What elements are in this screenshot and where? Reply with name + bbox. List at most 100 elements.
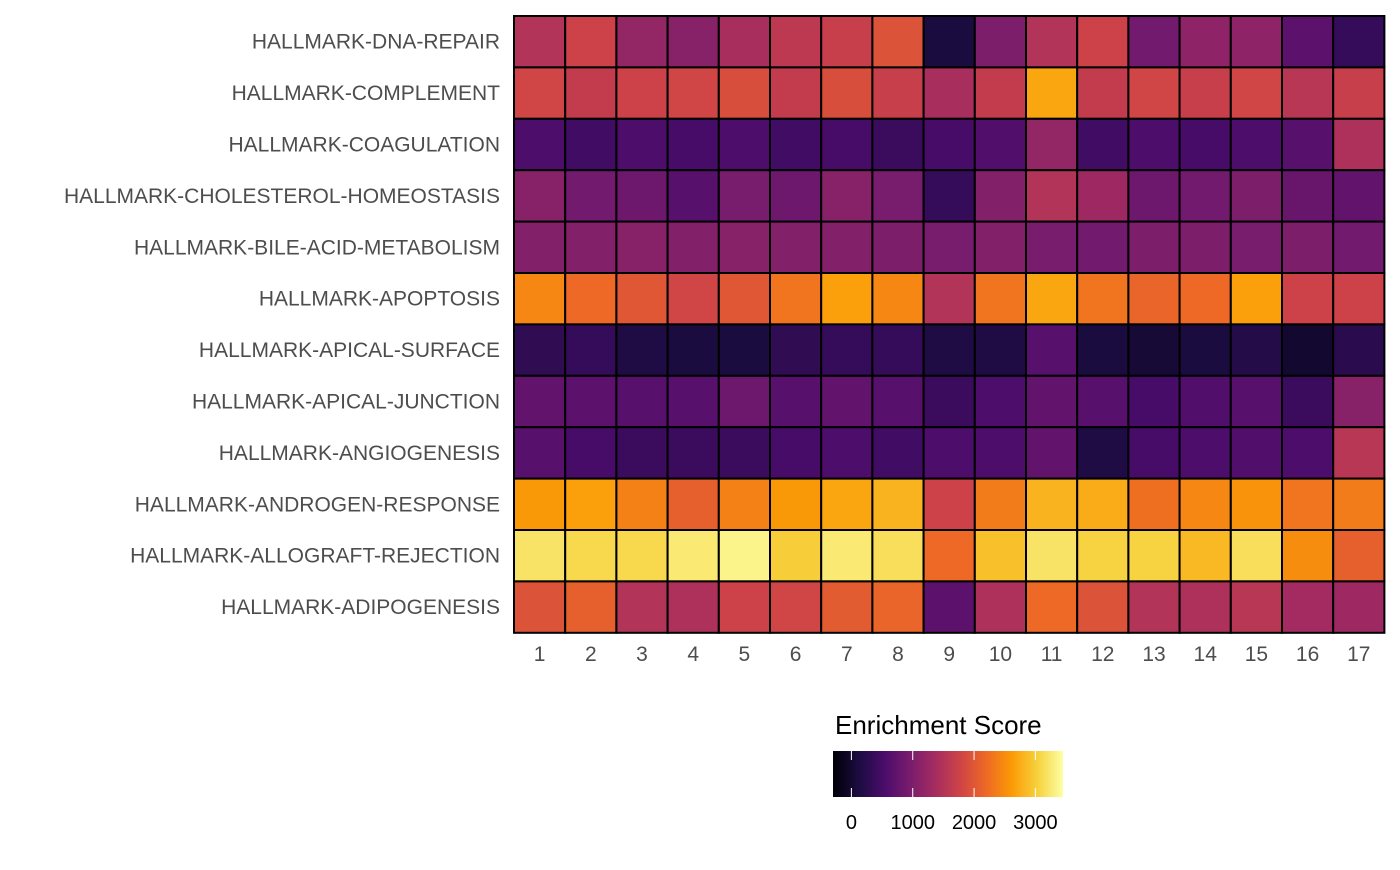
heatmap-cell: [666, 477, 720, 532]
heatmap-cell: [973, 374, 1027, 429]
heatmap-cell: [1229, 272, 1284, 326]
heatmap-cell: [564, 66, 618, 120]
x-tick-label: 9: [943, 643, 955, 666]
heatmap-cell: [769, 117, 823, 172]
heatmap-cell: [1025, 66, 1079, 120]
heatmap-cell: [820, 66, 874, 120]
heatmap-cell: [666, 272, 720, 326]
heatmap-cell: [820, 169, 874, 223]
x-tick-label: 17: [1347, 643, 1370, 666]
x-tick-label: 6: [790, 643, 802, 666]
heatmap-cell: [1178, 323, 1232, 377]
x-tick-label: 4: [687, 643, 699, 666]
heatmap-cell: [1127, 15, 1181, 69]
heatmap-cell: [1178, 169, 1232, 223]
heatmap-cell: [1025, 15, 1079, 69]
heatmap-cell: [1025, 169, 1079, 223]
heatmap-cell: [717, 374, 771, 429]
heatmap-cell: [922, 117, 976, 172]
x-tick-label: 10: [989, 643, 1012, 666]
heatmap-cell: [717, 117, 771, 172]
heatmap-cell: [1178, 426, 1232, 480]
x-tick-label: 1: [534, 643, 546, 666]
colorbar-tick-label: 1000: [890, 812, 935, 834]
heatmap-cell: [1127, 272, 1181, 326]
heatmap-cell: [1281, 374, 1335, 429]
heatmap-cell: [666, 374, 720, 429]
heatmap-cell: [513, 426, 567, 480]
heatmap-cell: [820, 323, 874, 377]
heatmap-cell: [615, 374, 669, 429]
heatmap-cell: [1178, 374, 1232, 429]
heatmap-cell: [1281, 477, 1335, 532]
heatmap-cell: [1281, 323, 1335, 377]
heatmap-cell: [973, 272, 1027, 326]
heatmap-cell: [1332, 426, 1386, 480]
heatmap-cell: [1076, 220, 1130, 275]
heatmap-cell: [513, 15, 567, 69]
heatmap-cell: [769, 477, 823, 532]
y-tick-label: HALLMARK-ANDROGEN-RESPONSE: [135, 493, 500, 516]
heatmap-cell: [820, 15, 874, 69]
y-tick-label: HALLMARK-APOPTOSIS: [259, 288, 500, 311]
heatmap-cell: [1229, 529, 1284, 583]
heatmap-cell: [564, 220, 618, 275]
heatmap-cell: [564, 169, 618, 223]
heatmap-cell: [820, 117, 874, 172]
heatmap-cell: [922, 272, 976, 326]
heatmap-cell: [615, 580, 669, 634]
heatmap-cell: [666, 426, 720, 480]
heatmap-cell: [871, 580, 925, 634]
heatmap-cell: [1229, 220, 1284, 275]
heatmap-cell: [1281, 272, 1335, 326]
heatmap-cell: [820, 426, 874, 480]
heatmap-cell: [769, 323, 823, 377]
heatmap-cell: [564, 323, 618, 377]
heatmap-cell: [922, 323, 976, 377]
y-tick-label: HALLMARK-APICAL-SURFACE: [199, 339, 500, 362]
x-tick-label: 15: [1245, 643, 1268, 666]
heatmap-cell: [513, 117, 567, 172]
heatmap-cell: [1332, 580, 1386, 634]
heatmap-cell: [513, 220, 567, 275]
heatmap-cell: [973, 15, 1027, 69]
heatmap-cell: [769, 580, 823, 634]
heatmap-cell: [769, 426, 823, 480]
colorbar-tick-label: 0: [846, 812, 857, 834]
heatmap-cell: [922, 15, 976, 69]
heatmap-cell: [871, 220, 925, 275]
heatmap-cell: [1229, 374, 1284, 429]
heatmap-cell: [513, 374, 567, 429]
heatmap-cell: [1025, 272, 1079, 326]
heatmap-cell: [922, 477, 976, 532]
heatmap-cell: [1229, 117, 1284, 172]
heatmap-cell: [1076, 477, 1130, 532]
y-tick-label: HALLMARK-DNA-REPAIR: [252, 31, 500, 54]
heatmap-cell: [1229, 323, 1284, 377]
heatmap-cell: [1332, 272, 1386, 326]
y-axis-labels: HALLMARK-DNA-REPAIR HALLMARK-COMPLEMENT HA…: [64, 31, 500, 619]
heatmap-cell: [1281, 15, 1335, 69]
heatmap-cell: [513, 580, 567, 634]
heatmap-cell: [564, 117, 618, 172]
x-tick-label: 7: [841, 643, 853, 666]
heatmap-cell: [1076, 580, 1130, 634]
heatmap-cell: [666, 529, 720, 583]
heatmap-cell: [922, 66, 976, 120]
heatmap-cell: [1076, 323, 1130, 377]
heatmap-cell: [1076, 529, 1130, 583]
x-tick-label: 11: [1041, 643, 1063, 666]
x-tick-label: 13: [1142, 643, 1165, 666]
heatmap-cell: [973, 169, 1027, 223]
heatmap-cell: [615, 272, 669, 326]
heatmap-cell: [1229, 426, 1284, 480]
heatmap-cell: [1229, 66, 1284, 120]
heatmap-cell: [1025, 426, 1079, 480]
heatmap-cell: [564, 15, 618, 69]
x-tick-label: 16: [1296, 643, 1319, 666]
heatmap-cell: [1281, 426, 1335, 480]
heatmap-cell: [1127, 117, 1181, 172]
heatmap-cell: [1281, 220, 1335, 275]
heatmap-cell: [820, 374, 874, 429]
heatmap-cell: [769, 15, 823, 69]
